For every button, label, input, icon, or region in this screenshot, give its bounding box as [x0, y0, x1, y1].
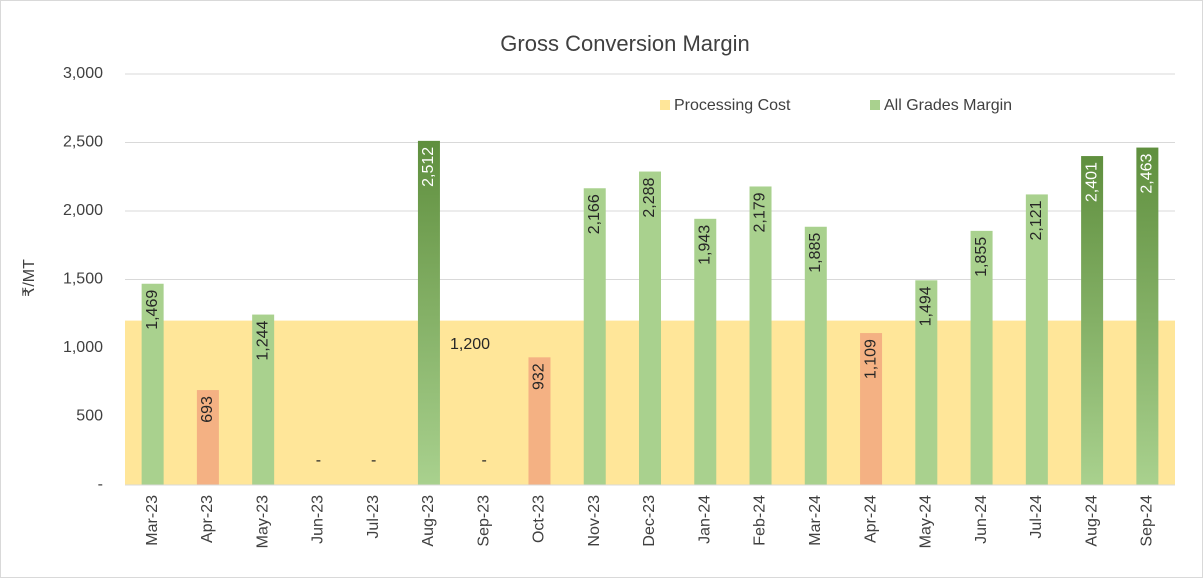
y-axis-label: ₹/MT [21, 259, 38, 297]
x-tick-label: Mar-24 [807, 495, 824, 546]
bar [196, 390, 219, 485]
y-tick-label: 1,500 [63, 271, 103, 288]
x-tick-label: Sep-24 [1139, 495, 1156, 547]
y-tick-label: 500 [76, 408, 103, 425]
x-tick-label: Feb-24 [752, 495, 769, 546]
x-tick-label: Jan-24 [696, 495, 713, 544]
data-label: 1,244 [254, 320, 271, 360]
x-tick-label: Jun-24 [973, 495, 990, 544]
x-tick-label: Aug-23 [420, 495, 437, 547]
data-label: - [482, 452, 487, 469]
data-label: - [371, 452, 376, 469]
data-label: 2,288 [641, 177, 658, 217]
bar [417, 140, 440, 485]
data-label: 1,109 [862, 339, 879, 379]
bar [252, 314, 275, 485]
data-label: 1,200 [450, 336, 490, 353]
data-label: 2,121 [1028, 200, 1045, 240]
x-tick-label: Dec-23 [641, 495, 658, 547]
x-tick-label: Aug-24 [1083, 495, 1100, 547]
x-tick-label: May-23 [254, 495, 271, 548]
legend-swatch [660, 100, 670, 110]
x-tick-label: May-24 [918, 495, 935, 548]
bar [860, 333, 883, 485]
chart-title: Gross Conversion Margin [500, 31, 749, 56]
data-label: 1,494 [918, 286, 935, 326]
bar [639, 171, 661, 485]
x-tick-label: Jul-24 [1028, 495, 1045, 539]
data-label: 932 [531, 363, 548, 390]
x-tick-label: Jun-23 [310, 495, 327, 544]
x-tick-label: Apr-23 [199, 495, 216, 543]
y-tick-label: - [98, 476, 103, 493]
bar [1025, 194, 1048, 485]
data-label: 2,179 [752, 192, 769, 232]
data-label: 1,885 [807, 233, 824, 273]
data-label: 1,469 [144, 290, 161, 330]
y-tick-label: 2,000 [63, 202, 103, 219]
y-tick-label: 3,000 [63, 65, 103, 82]
data-label: 693 [199, 396, 216, 423]
bar [141, 283, 164, 485]
legend-label: All Grades Margin [884, 97, 1012, 114]
y-tick-label: 2,500 [63, 134, 103, 151]
x-tick-label: Oct-23 [531, 495, 548, 543]
data-label: 1,943 [696, 225, 713, 265]
bar [528, 357, 551, 485]
bar [583, 188, 606, 485]
bar [694, 218, 717, 485]
bar [804, 226, 827, 485]
x-tick-label: Apr-24 [862, 495, 879, 543]
legend-swatch [870, 100, 880, 110]
data-label: 2,401 [1083, 162, 1100, 202]
x-tick-label: Sep-23 [475, 495, 492, 547]
x-tick-label: Jul-23 [365, 495, 382, 539]
bar [1136, 147, 1159, 485]
bar [915, 280, 938, 485]
bar [1081, 156, 1104, 486]
bar [970, 230, 993, 485]
data-label: 1,855 [973, 237, 990, 277]
x-tick-label: Nov-23 [586, 495, 603, 547]
data-label: 2,512 [420, 147, 437, 187]
data-label: 2,166 [586, 194, 603, 234]
data-label: - [316, 452, 321, 469]
data-label: 2,463 [1139, 153, 1156, 193]
x-tick-label: Mar-23 [144, 495, 161, 546]
legend-label: Processing Cost [674, 97, 791, 114]
bar [749, 186, 772, 486]
y-tick-label: 1,000 [63, 339, 103, 356]
